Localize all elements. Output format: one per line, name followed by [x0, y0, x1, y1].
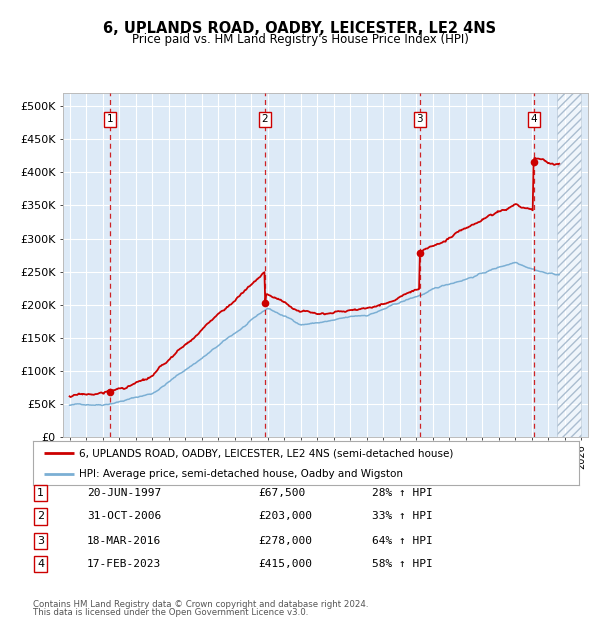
Text: 3: 3 [37, 536, 44, 546]
Text: 2: 2 [37, 512, 44, 521]
Text: 64% ↑ HPI: 64% ↑ HPI [372, 536, 433, 546]
Text: Price paid vs. HM Land Registry's House Price Index (HPI): Price paid vs. HM Land Registry's House … [131, 33, 469, 46]
Text: £415,000: £415,000 [258, 559, 312, 569]
Text: 6, UPLANDS ROAD, OADBY, LEICESTER, LE2 4NS (semi-detached house): 6, UPLANDS ROAD, OADBY, LEICESTER, LE2 4… [79, 448, 454, 458]
Text: 20-JUN-1997: 20-JUN-1997 [87, 488, 161, 498]
Text: Contains HM Land Registry data © Crown copyright and database right 2024.: Contains HM Land Registry data © Crown c… [33, 600, 368, 609]
Text: 18-MAR-2016: 18-MAR-2016 [87, 536, 161, 546]
Text: 4: 4 [530, 115, 537, 125]
Text: £67,500: £67,500 [258, 488, 305, 498]
Text: 28% ↑ HPI: 28% ↑ HPI [372, 488, 433, 498]
Text: HPI: Average price, semi-detached house, Oadby and Wigston: HPI: Average price, semi-detached house,… [79, 469, 403, 479]
Text: 33% ↑ HPI: 33% ↑ HPI [372, 512, 433, 521]
Text: 2: 2 [262, 115, 268, 125]
Text: 1: 1 [37, 488, 44, 498]
Text: 6, UPLANDS ROAD, OADBY, LEICESTER, LE2 4NS: 6, UPLANDS ROAD, OADBY, LEICESTER, LE2 4… [103, 21, 497, 36]
Text: 3: 3 [416, 115, 423, 125]
Text: 58% ↑ HPI: 58% ↑ HPI [372, 559, 433, 569]
Text: 4: 4 [37, 559, 44, 569]
Text: £203,000: £203,000 [258, 512, 312, 521]
Text: 31-OCT-2006: 31-OCT-2006 [87, 512, 161, 521]
Text: £278,000: £278,000 [258, 536, 312, 546]
Text: 17-FEB-2023: 17-FEB-2023 [87, 559, 161, 569]
Text: This data is licensed under the Open Government Licence v3.0.: This data is licensed under the Open Gov… [33, 608, 308, 617]
Text: 1: 1 [107, 115, 113, 125]
